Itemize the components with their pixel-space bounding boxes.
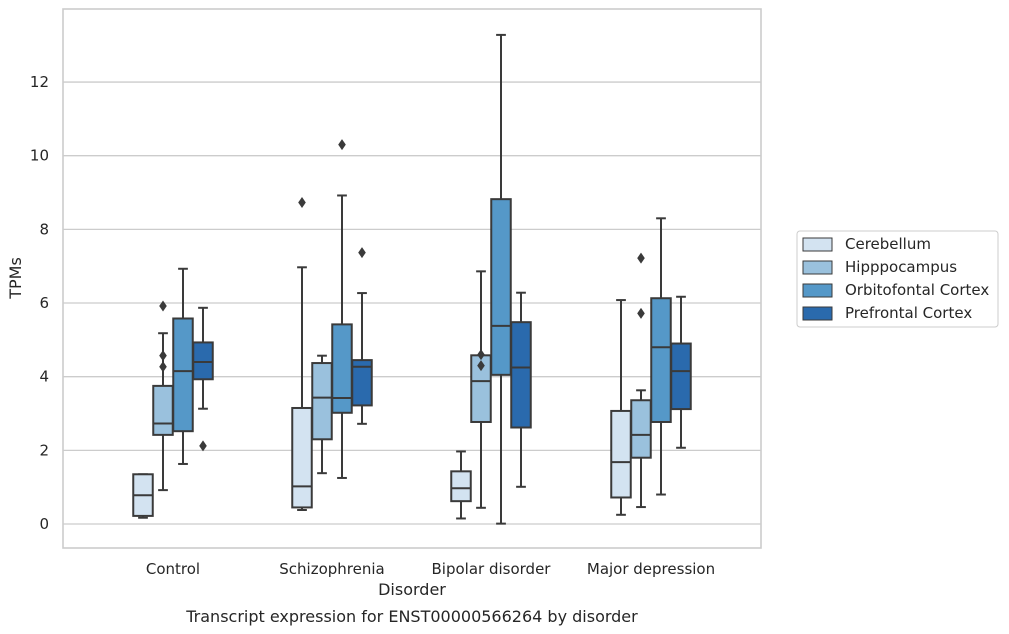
y-tick-label: 6 xyxy=(39,294,49,312)
box-iqr xyxy=(291,406,313,509)
box-iqr xyxy=(152,384,174,436)
legend-label: Hipppocampus xyxy=(845,258,957,276)
x-tick-label: Major depression xyxy=(587,560,715,578)
legend-swatch xyxy=(802,260,833,275)
outlier-point xyxy=(159,361,167,373)
x-tick-label: Schizophrenia xyxy=(279,560,384,578)
legend-frame xyxy=(796,230,999,328)
legend-swatch xyxy=(802,306,833,321)
boxes xyxy=(132,33,692,525)
legend-label: Prefrontal Cortex xyxy=(845,304,972,322)
figure-caption: Transcript expression for ENST0000056626… xyxy=(185,607,638,626)
legend-label: Orbitofontal Cortex xyxy=(845,281,989,299)
box-iqr xyxy=(311,362,333,441)
y-tick-label: 2 xyxy=(39,441,49,459)
box-iqr xyxy=(650,297,672,423)
legend: Cerebellum Hipppocampus Orbitofontal Corte… xyxy=(796,230,999,328)
y-tick-labels: 0 2 4 6 8 10 12 xyxy=(30,73,49,533)
legend-label: Cerebellum xyxy=(845,235,931,253)
outlier-point xyxy=(637,307,645,319)
y-axis-title: TPMs xyxy=(6,257,25,300)
box-iqr xyxy=(351,359,373,407)
y-tick-label: 10 xyxy=(30,147,49,165)
box-iqr xyxy=(610,409,632,499)
y-tick-label: 8 xyxy=(39,220,49,238)
outlier-point xyxy=(477,349,485,361)
box-group xyxy=(351,247,373,425)
box-group xyxy=(490,33,512,525)
outlier-point xyxy=(637,252,645,264)
box-iqr xyxy=(670,342,692,411)
box-group xyxy=(650,217,672,496)
x-tick-label: Bipolar disorder xyxy=(432,560,552,578)
plot-frame xyxy=(62,8,762,549)
box-iqr xyxy=(490,198,512,376)
box-group xyxy=(470,270,492,509)
box-iqr xyxy=(172,317,194,433)
box-iqr xyxy=(510,321,532,429)
y-tick-label: 0 xyxy=(39,515,49,533)
x-tick-label: Control xyxy=(146,560,200,578)
plot-background xyxy=(63,9,761,548)
y-tick-label: 12 xyxy=(30,73,49,91)
box-iqr xyxy=(192,341,214,381)
outlier-point xyxy=(159,300,167,312)
outlier-point xyxy=(477,360,485,372)
x-axis-title: Disorder xyxy=(378,580,446,599)
outlier-point xyxy=(199,440,207,452)
y-tick-label: 4 xyxy=(39,368,49,386)
outlier-point xyxy=(298,196,306,208)
box-iqr xyxy=(450,470,472,503)
box-group xyxy=(510,291,532,488)
outlier-point xyxy=(338,139,346,151)
box-iqr xyxy=(630,399,652,459)
box-group xyxy=(630,252,652,509)
box-group xyxy=(291,196,313,512)
box-iqr xyxy=(331,323,353,414)
box-group xyxy=(192,306,214,452)
box-group xyxy=(132,473,154,519)
x-tick-labels: Control Schizophrenia Bipolar disorder Majo… xyxy=(146,560,715,578)
box-group xyxy=(152,300,174,492)
box-group xyxy=(670,295,692,449)
outlier-point xyxy=(358,247,366,259)
box-group xyxy=(450,450,472,520)
outlier-point xyxy=(159,350,167,362)
legend-swatch xyxy=(802,283,833,298)
legend-swatch xyxy=(802,237,833,252)
